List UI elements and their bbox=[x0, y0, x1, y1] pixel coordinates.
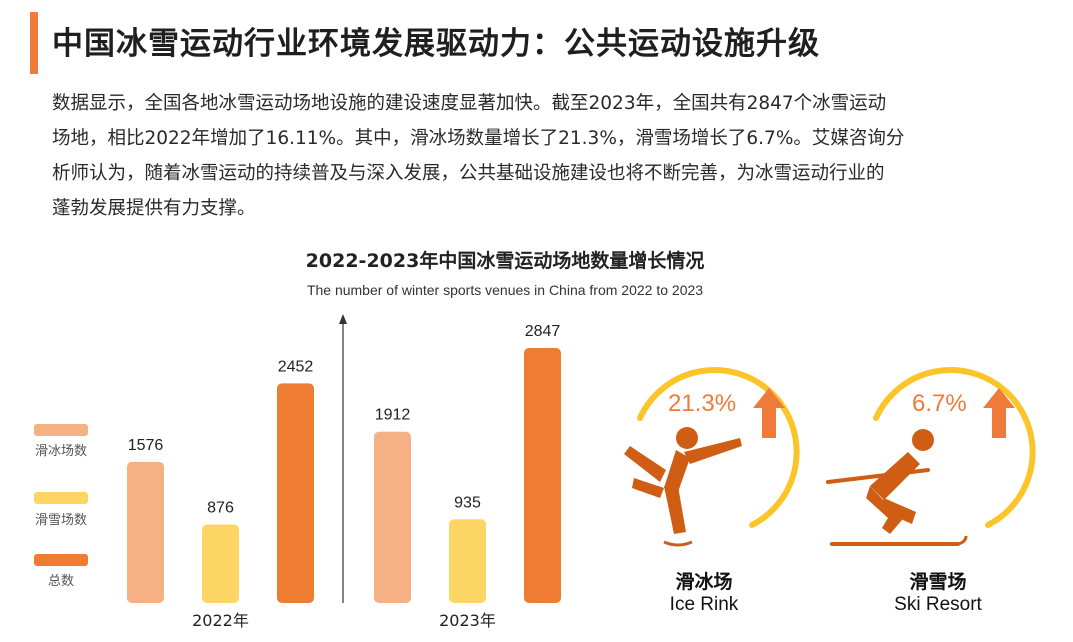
bar-value-label: 876 bbox=[207, 500, 234, 517]
ski-resort-label-en: Ski Resort bbox=[894, 594, 982, 615]
bar-value-label: 2452 bbox=[278, 358, 314, 375]
bar bbox=[277, 383, 314, 603]
ski-resort-growth: 6.7% bbox=[912, 390, 967, 417]
category-label: 2022年 bbox=[192, 611, 249, 630]
paragraph-line: 蓬勃发展提供有力支撑。 bbox=[52, 198, 256, 219]
bar bbox=[202, 524, 239, 603]
page-title: 中国冰雪运动行业环境发展驱动力：公共运动设施升级 bbox=[52, 26, 820, 62]
ice-rink-growth: 21.3% bbox=[668, 390, 737, 417]
legend-label-total: 总数 bbox=[47, 574, 74, 589]
bar-value-label: 1912 bbox=[375, 407, 411, 424]
ice-rink-label-en: Ice Rink bbox=[669, 594, 739, 615]
bar bbox=[374, 431, 411, 603]
paragraph-line: 场地，相比2022年增加了16.11%。其中，滑冰场数量增长了21.3%，滑雪场… bbox=[52, 128, 905, 149]
legend-swatch bbox=[34, 554, 88, 566]
bar-value-label: 935 bbox=[454, 494, 481, 511]
ice-rink-up-arrow-icon bbox=[753, 388, 785, 438]
ice-skater-icon bbox=[624, 427, 742, 547]
ski-resort-ring bbox=[873, 367, 1036, 528]
intro-paragraph: 数据显示，全国各地冰雪运动场地设施的建设速度显著加快。截至2023年，全国共有2… bbox=[52, 86, 1012, 226]
bar bbox=[127, 461, 164, 603]
ice-rink-label-cn: 滑冰场 bbox=[675, 571, 733, 593]
legend-swatch bbox=[34, 424, 88, 436]
bar-value-label: 1576 bbox=[128, 437, 164, 454]
legend-label-ski: 滑雪场数 bbox=[34, 513, 87, 528]
skier-icon bbox=[826, 429, 968, 546]
ski-resort-label-cn: 滑雪场 bbox=[909, 571, 967, 593]
chart-title: 2022-2023年中国冰雪运动场地数量增长情况 bbox=[305, 250, 705, 272]
axis-arrow bbox=[339, 314, 347, 324]
legend-label-ice: 滑冰场数 bbox=[34, 444, 87, 459]
paragraph-line: 数据显示，全国各地冰雪运动场地设施的建设速度显著加快。截至2023年，全国共有2… bbox=[52, 93, 887, 114]
bar-value-label: 2847 bbox=[525, 323, 561, 340]
ski-resort-up-arrow-icon bbox=[983, 388, 1015, 438]
title-accent-bar bbox=[30, 12, 38, 74]
category-label: 2023年 bbox=[439, 611, 496, 630]
legend-swatch bbox=[34, 492, 88, 504]
bar bbox=[524, 348, 561, 603]
paragraph-line: 析师认为，随着冰雪运动的持续普及与深入发展，公共基础设施建设也将不断完善，为冰雪… bbox=[52, 163, 885, 184]
chart-subtitle: The number of winter sports venues in Ch… bbox=[306, 282, 704, 298]
bar bbox=[449, 519, 486, 603]
